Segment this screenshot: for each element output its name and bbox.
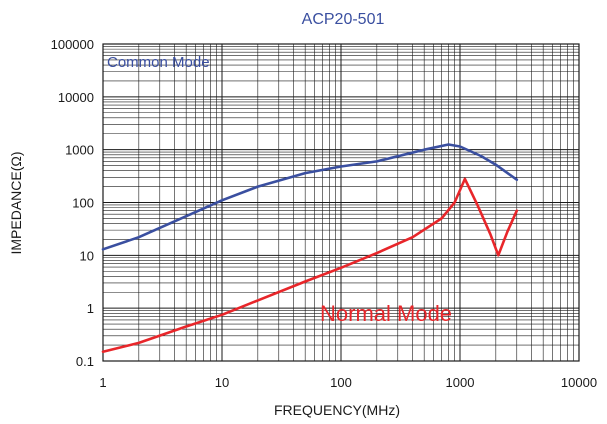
- series-line-normal-mode: [101, 177, 519, 354]
- x-axis-label: FREQUENCY(MHz): [274, 402, 400, 418]
- series-layer: [101, 143, 519, 354]
- y-tick-label: 1: [87, 301, 94, 316]
- y-tick-label: 1000: [65, 143, 94, 158]
- plot-frame: [102, 43, 580, 362]
- x-tick-label: 1000: [446, 375, 475, 390]
- legend-common-mode: Common Mode: [107, 54, 210, 71]
- y-tick-label: 100: [72, 196, 94, 211]
- chart-title: ACP20-501: [302, 11, 385, 28]
- y-tick-label: 100000: [51, 37, 94, 52]
- y-tick-label: 10: [80, 248, 94, 263]
- x-tick-labels: 1 10 100 1000 10000: [99, 375, 597, 390]
- grid: [102, 44, 579, 362]
- y-tick-label: 10000: [58, 90, 94, 105]
- y-tick-label: 0.1: [76, 354, 94, 369]
- x-tick-label: 10: [215, 375, 229, 390]
- x-tick-label: 10000: [561, 375, 597, 390]
- y-axis-label: IMPEDANCE(Ω): [8, 151, 24, 254]
- x-tick-label: 100: [330, 375, 352, 390]
- y-tick-labels: 0.1 1 10 100 1000 10000 100000: [51, 37, 94, 369]
- series-line-common-mode: [101, 143, 519, 251]
- x-tick-label: 1: [99, 375, 106, 390]
- legend-normal-mode: Normal Mode: [320, 301, 452, 326]
